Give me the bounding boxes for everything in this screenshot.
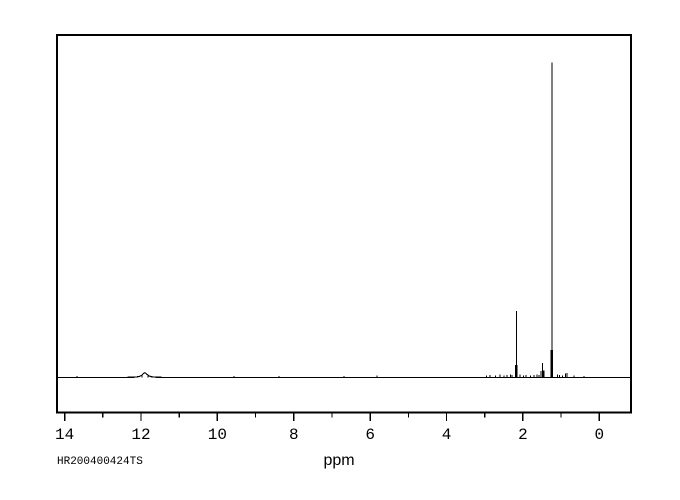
sample-id-label: HR200400424TS	[57, 456, 143, 468]
plot-border	[56, 34, 632, 414]
x-axis-label: ppm	[323, 452, 354, 469]
x-axis: 14 12 10 8 6 4 2 0	[55, 412, 604, 444]
x-tick-label: 0	[594, 426, 604, 444]
x-tick-label: 14	[55, 426, 74, 444]
baseline-noise	[76, 374, 585, 378]
x-tick-label: 8	[289, 426, 299, 444]
x-tick-label: 10	[208, 426, 227, 444]
x-tick-label: 4	[442, 426, 452, 444]
x-tick-label: 12	[131, 426, 150, 444]
x-tick-label: 6	[365, 426, 375, 444]
spectrum-peaks	[515, 62, 568, 378]
x-tick-label: 2	[518, 426, 528, 444]
